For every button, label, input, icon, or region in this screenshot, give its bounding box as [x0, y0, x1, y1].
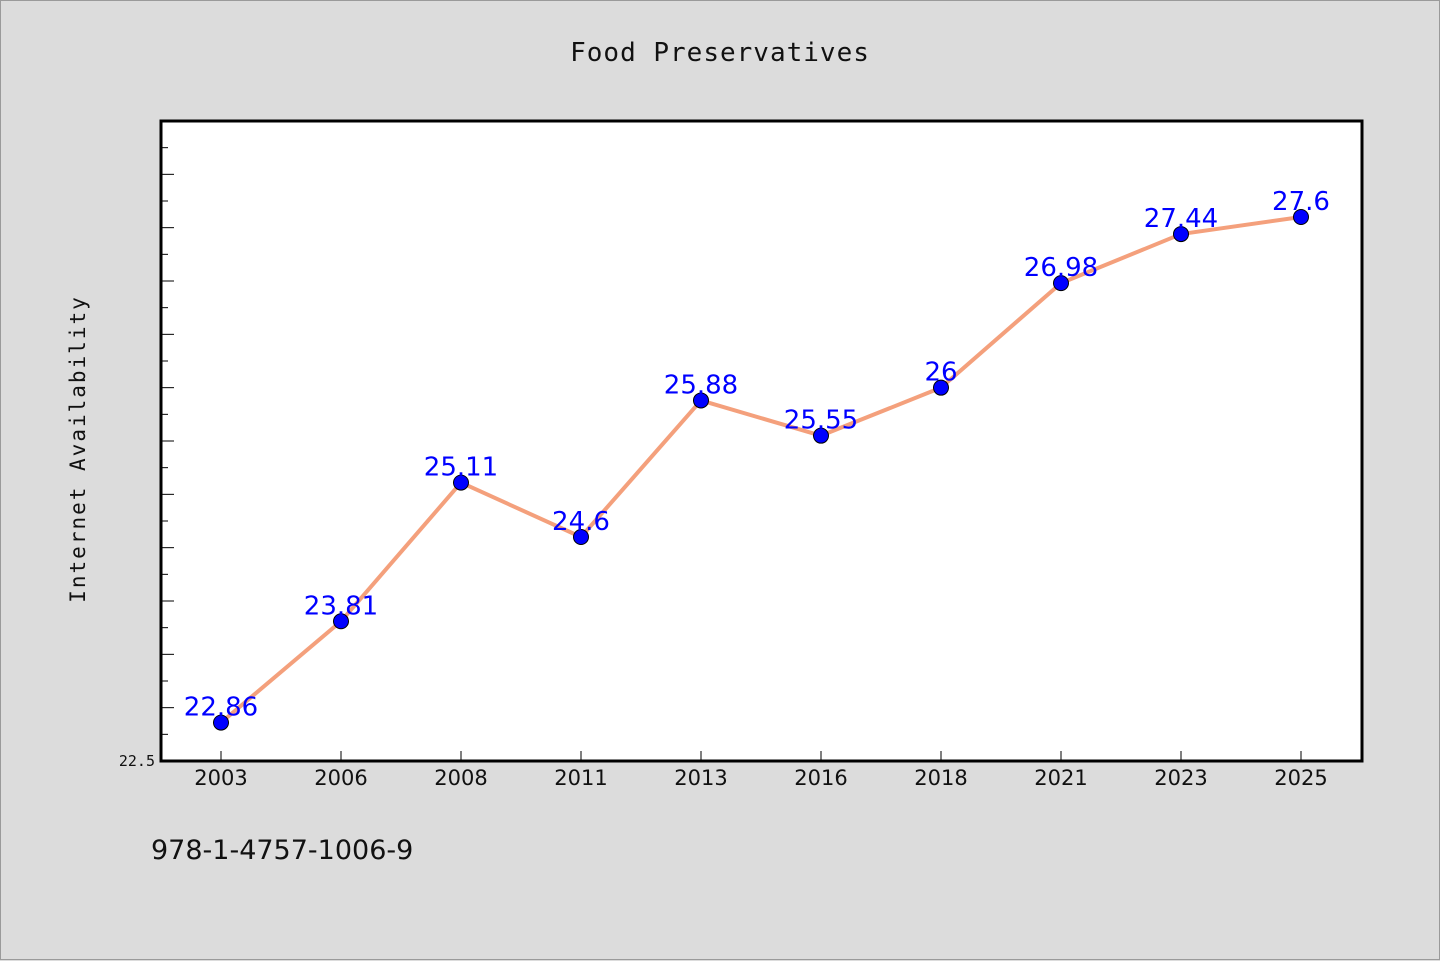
x-tick-label: 2003: [194, 766, 247, 790]
data-point: [1053, 275, 1069, 292]
data-point: [573, 529, 589, 545]
series-layer: 22.86 23.81 25.11 24.6 25.88 25.55 26 26.98 27.4…: [184, 187, 1330, 731]
x-tick-label: 2008: [434, 766, 487, 790]
data-point: [213, 714, 229, 731]
x-tick-label: 2011: [554, 766, 607, 790]
x-tick-label: 2016: [794, 766, 847, 790]
plot-area: [161, 121, 1362, 761]
data-label: 22.86: [184, 693, 258, 723]
x-tick-label: 2021: [1034, 766, 1087, 790]
x-tick-label: 2023: [1154, 766, 1207, 790]
data-label: 26: [924, 358, 957, 388]
data-label: 24.6: [552, 507, 610, 537]
series-line: [219, 215, 1303, 725]
x-axis-ticks: 2003 2006 2008 2011 2013 2016 2018 2021 2023 2025: [194, 751, 1328, 790]
data-label: 25.11: [424, 453, 498, 483]
data-label: 25.88: [664, 370, 738, 400]
data-label: 27.6: [1272, 187, 1330, 217]
data-point: [1173, 226, 1189, 243]
data-label: 23.81: [304, 591, 378, 621]
y-tick-label: 22.5: [119, 752, 155, 770]
chart-title: Food Preservatives: [570, 38, 870, 68]
y-axis-ticks: 22.5: [119, 120, 174, 770]
plot-border: [159, 119, 1364, 763]
data-point: [1293, 209, 1309, 225]
data-point: [813, 427, 829, 444]
isbn-footer: 978-1-4757-1006-9: [151, 835, 414, 866]
data-label: 25.55: [784, 406, 858, 436]
data-point: [333, 613, 349, 630]
y-axis-label: Internet Availability: [66, 295, 90, 603]
x-tick-label: 2013: [674, 766, 727, 790]
data-point: [933, 379, 949, 396]
x-tick-label: 2006: [314, 766, 367, 790]
data-point: [693, 392, 709, 409]
data-point: [453, 474, 469, 491]
x-tick-label: 2018: [914, 766, 967, 790]
x-tick-label: 2025: [1274, 766, 1327, 790]
data-label: 26.98: [1024, 253, 1098, 283]
data-label: 27.44: [1144, 204, 1218, 234]
